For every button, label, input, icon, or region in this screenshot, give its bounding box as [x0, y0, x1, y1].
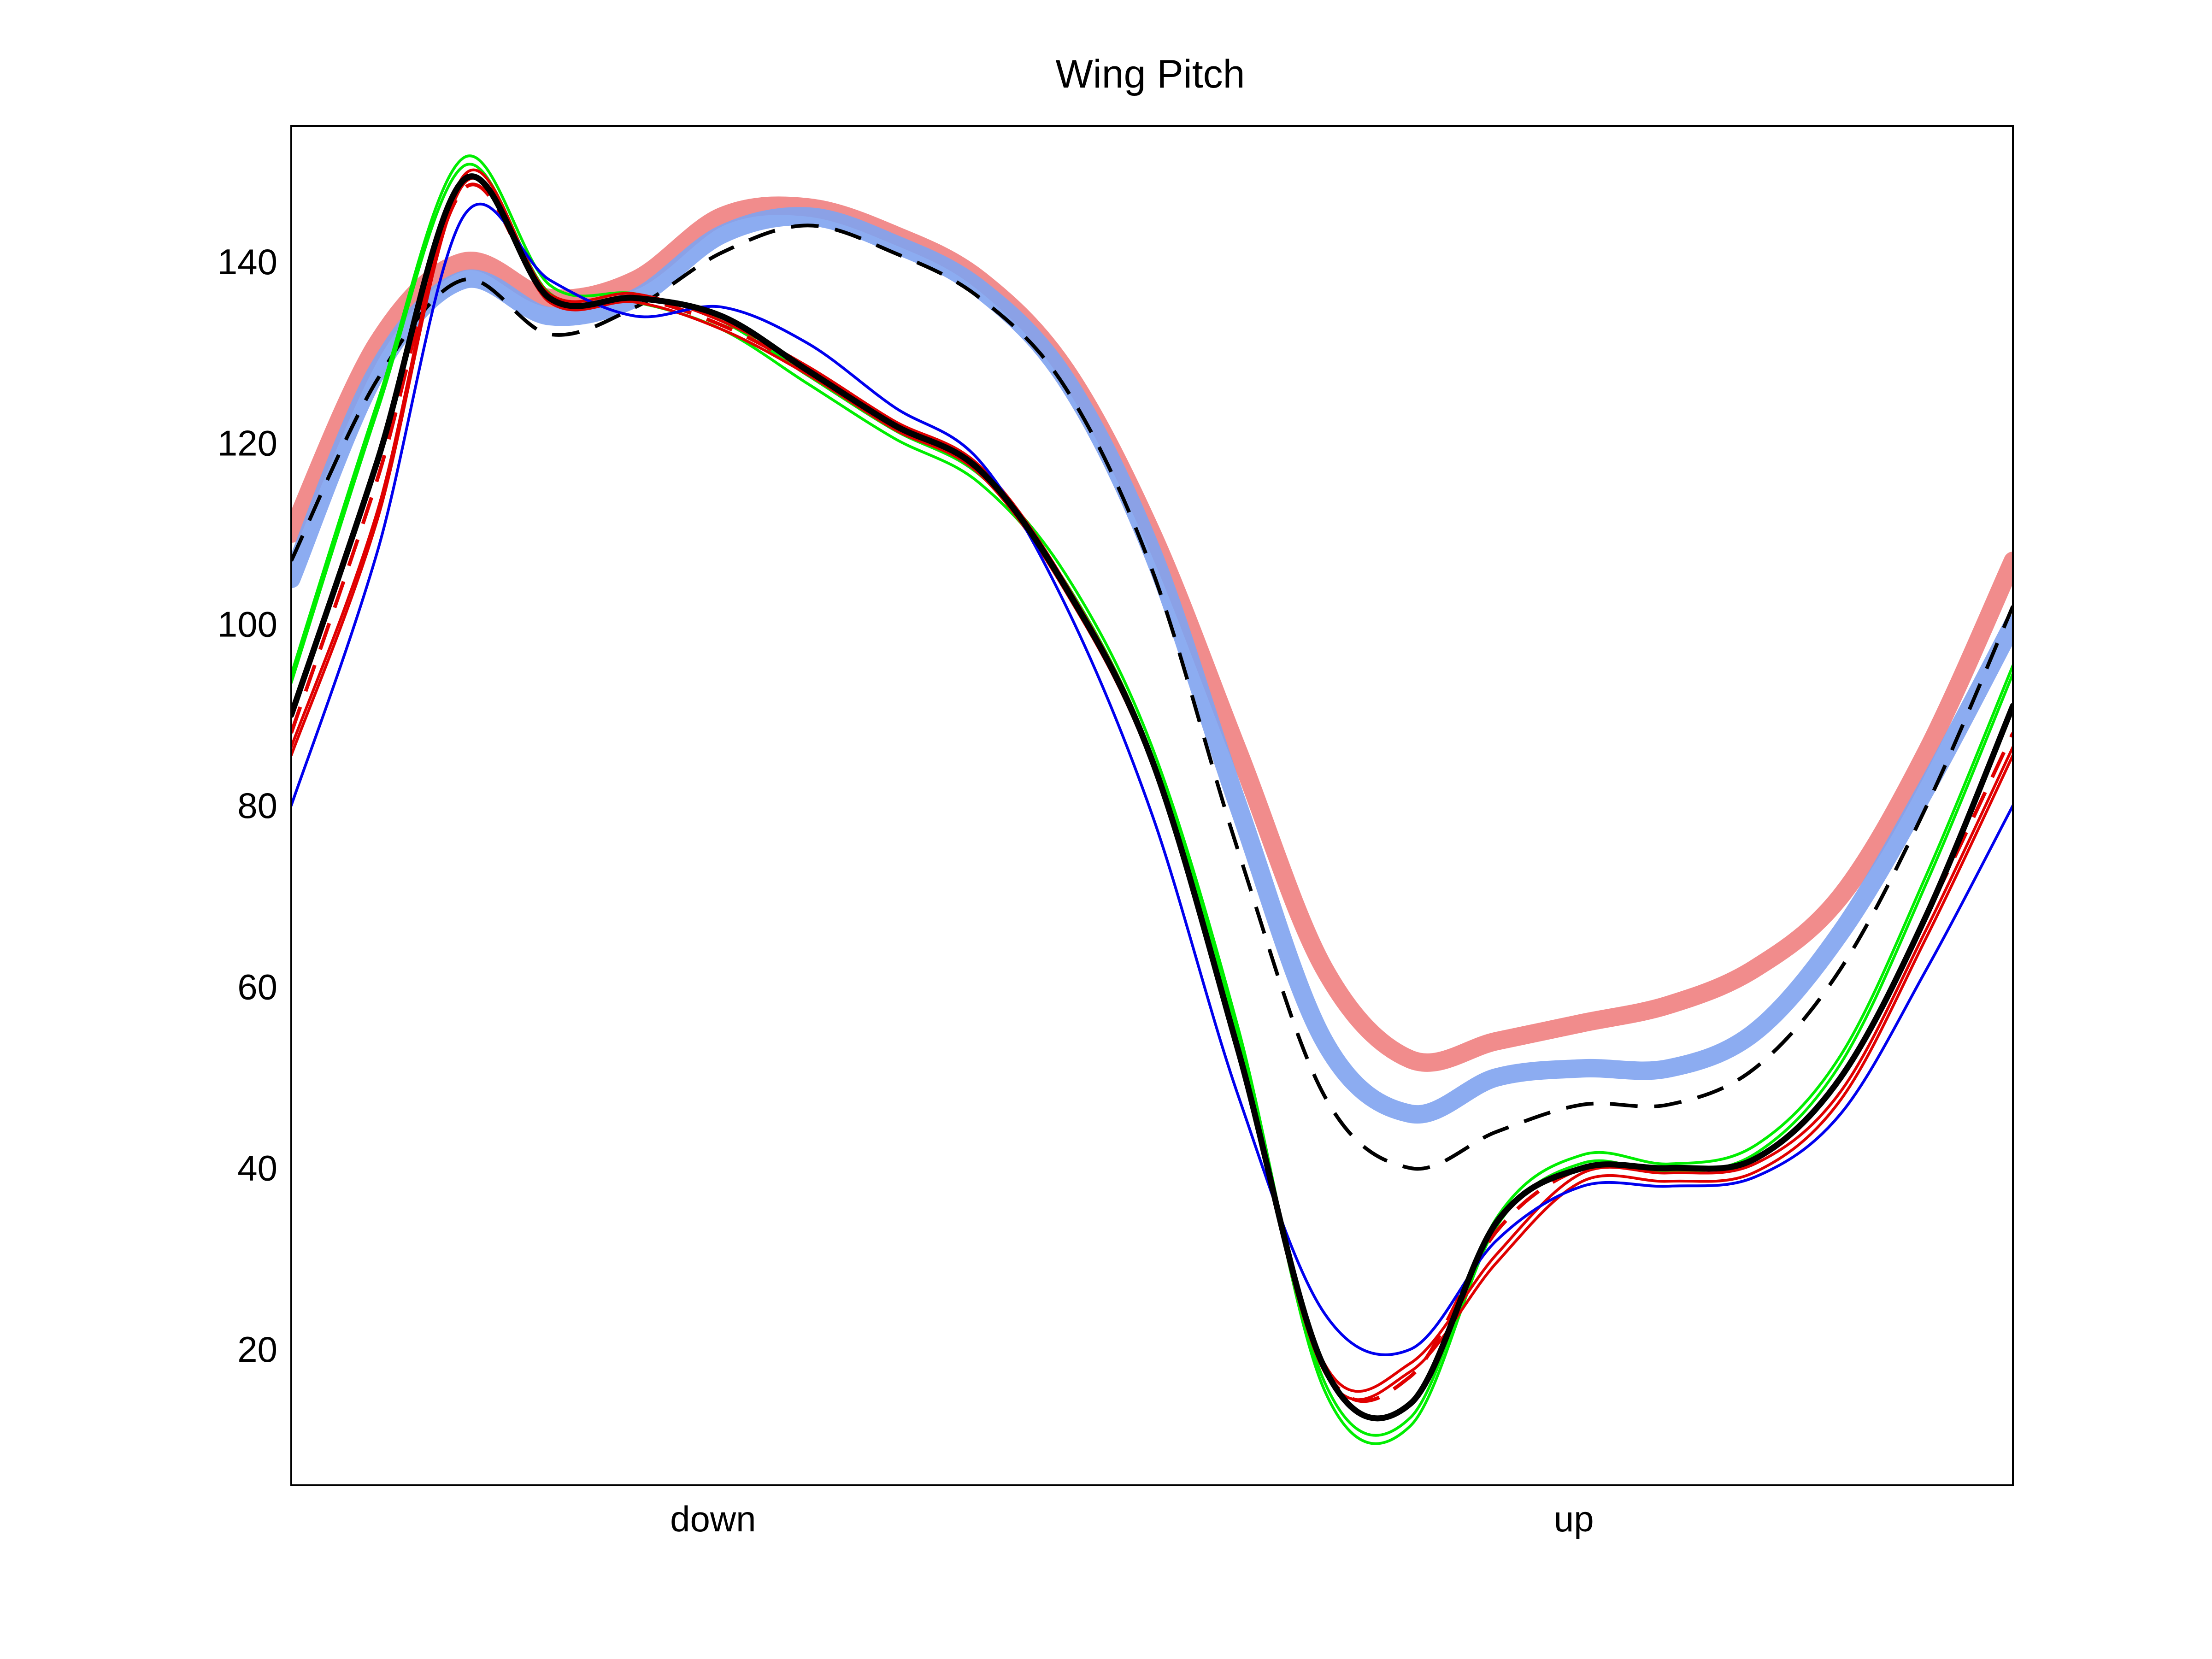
y-tick-label: 100 [218, 604, 277, 645]
series-line-blue-band [291, 207, 2013, 1124]
x-tick-label-up: up [1554, 1499, 1594, 1539]
y-axis: 20 40 60 80 100 120 140 [218, 241, 277, 1370]
x-axis: down up [670, 1499, 1594, 1539]
series-line-green-upper [291, 154, 2013, 1437]
chart-title: Wing Pitch [1055, 52, 1245, 96]
series-layer [291, 154, 2013, 1445]
y-tick-label: 80 [237, 785, 277, 826]
plot-frame [290, 125, 2014, 1486]
x-tick-label-down: down [670, 1499, 756, 1539]
y-tick-label: 20 [237, 1329, 277, 1370]
y-tick-label: 140 [218, 241, 277, 282]
series-line-black-dashed [291, 224, 2013, 1171]
series-line-black [291, 173, 2013, 1422]
y-tick-label: 40 [237, 1148, 277, 1188]
y-tick-label: 60 [237, 966, 277, 1007]
y-tick-label: 120 [218, 423, 277, 463]
